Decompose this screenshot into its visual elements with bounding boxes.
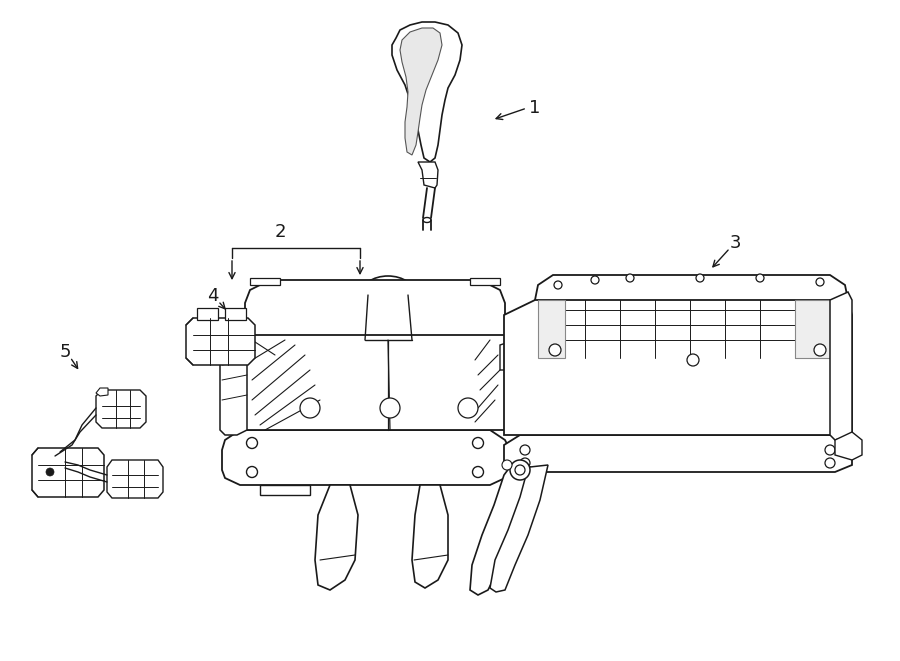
Polygon shape: [240, 335, 510, 430]
Text: 5: 5: [59, 343, 71, 361]
Polygon shape: [504, 300, 852, 435]
Polygon shape: [315, 485, 358, 590]
Polygon shape: [107, 460, 163, 498]
Polygon shape: [222, 352, 237, 365]
Circle shape: [756, 274, 764, 282]
Circle shape: [300, 398, 320, 418]
Circle shape: [549, 344, 561, 356]
Polygon shape: [220, 350, 247, 435]
Polygon shape: [500, 340, 520, 370]
Polygon shape: [225, 308, 246, 320]
Circle shape: [46, 468, 54, 476]
Circle shape: [472, 467, 483, 477]
Polygon shape: [835, 432, 862, 460]
Circle shape: [825, 445, 835, 455]
Polygon shape: [96, 390, 146, 428]
Circle shape: [247, 438, 257, 449]
Polygon shape: [470, 278, 500, 285]
Polygon shape: [400, 28, 442, 155]
Polygon shape: [186, 318, 255, 365]
Circle shape: [510, 460, 530, 480]
Polygon shape: [392, 22, 462, 162]
Circle shape: [520, 458, 530, 468]
Circle shape: [591, 276, 599, 284]
Polygon shape: [535, 275, 848, 358]
Polygon shape: [32, 448, 104, 497]
Polygon shape: [222, 430, 510, 485]
Circle shape: [554, 281, 562, 289]
Polygon shape: [197, 308, 218, 320]
Text: 3: 3: [729, 234, 741, 252]
Polygon shape: [250, 278, 280, 285]
Circle shape: [626, 274, 634, 282]
Polygon shape: [830, 292, 852, 440]
Circle shape: [502, 460, 512, 470]
Polygon shape: [504, 435, 852, 472]
Polygon shape: [470, 467, 530, 595]
Polygon shape: [538, 300, 565, 358]
Polygon shape: [245, 280, 505, 350]
Circle shape: [472, 438, 483, 449]
Polygon shape: [490, 465, 548, 592]
Polygon shape: [412, 485, 448, 588]
Circle shape: [825, 458, 835, 468]
Circle shape: [816, 278, 824, 286]
Circle shape: [814, 344, 826, 356]
Circle shape: [696, 274, 704, 282]
Text: 1: 1: [529, 99, 541, 117]
Circle shape: [247, 467, 257, 477]
Polygon shape: [418, 162, 438, 188]
Circle shape: [458, 398, 478, 418]
Circle shape: [520, 445, 530, 455]
Text: 2: 2: [274, 223, 286, 241]
Polygon shape: [260, 485, 310, 495]
Circle shape: [687, 354, 699, 366]
Circle shape: [380, 398, 400, 418]
Circle shape: [515, 465, 525, 475]
Polygon shape: [795, 300, 830, 358]
Text: 4: 4: [207, 287, 219, 305]
Polygon shape: [96, 388, 108, 396]
